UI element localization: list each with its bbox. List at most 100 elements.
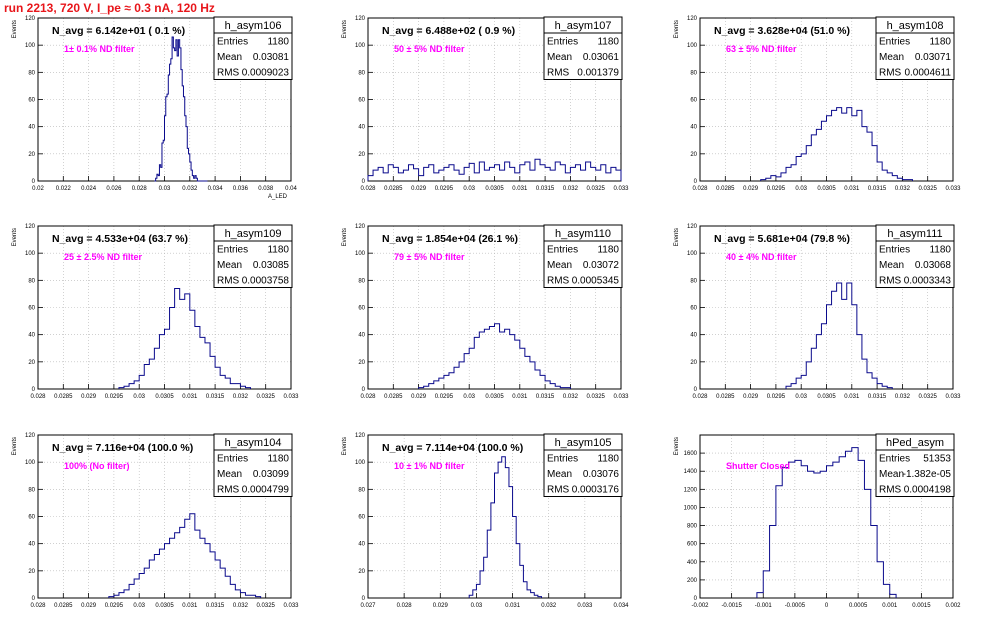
- filter-label: 63 ± 5% ND filter: [726, 44, 797, 54]
- stats-value: 1180: [267, 454, 289, 465]
- x-tick-label: 0.0295: [767, 394, 786, 400]
- x-tick-label: 0.0295: [767, 186, 786, 192]
- y-axis-title: Events: [342, 20, 348, 38]
- x-tick-label: 0.029: [81, 394, 97, 400]
- stats-label: Mean: [547, 260, 572, 271]
- y-tick-label: 100: [25, 460, 36, 466]
- y-tick-label: 60: [358, 306, 365, 312]
- stats-label: Entries: [217, 245, 248, 256]
- histogram-panel: 0.028 0.0285 0.029 0.0295 0.03 0.0305 0.031 0.0…: [342, 224, 629, 400]
- y-tick-label: 20: [358, 360, 365, 366]
- y-tick-label: 120: [25, 433, 36, 439]
- x-tick-label: 0.022: [56, 186, 72, 192]
- y-tick-label: 0: [694, 387, 698, 393]
- navg-label: N_avg = 1.854e+04 (26.1 %): [382, 233, 518, 245]
- stats-value: 1180: [597, 454, 619, 465]
- histogram-line: [760, 107, 914, 181]
- histogram-name: h_asym108: [887, 20, 944, 32]
- stats-box: [875, 16, 955, 80]
- stats-box: [213, 224, 293, 288]
- x-tick-label: 0: [825, 603, 829, 609]
- y-axis-title: Events: [342, 437, 348, 455]
- y-tick-label: 20: [28, 569, 35, 575]
- x-tick-label: 0.026: [106, 186, 122, 192]
- y-tick-label: 60: [358, 515, 365, 521]
- y-axis-title: Events: [674, 228, 680, 246]
- x-tick-label: 0.0305: [817, 186, 836, 192]
- filter-label: 25 ± 2.5% ND filter: [64, 252, 142, 262]
- x-tick-label: 0.032: [233, 394, 249, 400]
- histogram-panel: 0.028 0.0285 0.029 0.0295 0.03 0.0305 0.031 0.0…: [674, 16, 961, 192]
- stats-label: RMS: [217, 68, 240, 79]
- y-tick-label: 1400: [684, 469, 698, 475]
- stats-value: 1180: [597, 37, 619, 48]
- stats-value: 0.03099: [253, 469, 290, 480]
- stats-value: 0.0003758: [242, 276, 290, 287]
- stats-label: Entries: [879, 245, 910, 256]
- x-tick-label: 0.024: [81, 186, 97, 192]
- stats-label: Entries: [217, 37, 248, 48]
- x-tick-label: 0.0325: [919, 394, 938, 400]
- y-tick-label: 0: [362, 179, 366, 185]
- x-tick-label: 0.029: [743, 186, 759, 192]
- stats-label: Mean: [217, 260, 242, 271]
- stats-label: RMS: [547, 68, 570, 79]
- y-axis-title: Events: [674, 437, 680, 455]
- x-tick-label: 0.028: [692, 186, 708, 192]
- y-tick-label: 80: [28, 278, 35, 284]
- x-tick-label: 0.001: [882, 603, 898, 609]
- y-tick-label: 400: [687, 560, 698, 566]
- y-tick-label: 600: [687, 542, 698, 548]
- x-tick-label: 0.028: [30, 394, 46, 400]
- y-tick-label: 200: [687, 578, 698, 584]
- stats-label: RMS: [879, 68, 902, 79]
- navg-label: N_avg = 4.533e+04 (63.7 %): [52, 233, 188, 245]
- stats-label: Mean: [879, 469, 904, 480]
- x-tick-label: 0.0315: [536, 394, 555, 400]
- filter-label: 100% (No filter): [64, 461, 130, 471]
- x-tick-label: 0.0325: [587, 394, 606, 400]
- x-tick-label: 0.028: [30, 603, 46, 609]
- y-tick-label: 120: [25, 16, 36, 22]
- x-tick-label: 0.028: [132, 186, 148, 192]
- x-tick-label: 0.0305: [155, 603, 174, 609]
- stats-label: Entries: [879, 37, 910, 48]
- stats-value: 0.0009023: [242, 68, 290, 79]
- navg-label: N_avg = 3.628e+04 (51.0 %): [714, 25, 850, 37]
- y-tick-label: 120: [687, 224, 698, 230]
- x-tick-label: 0.031: [512, 394, 528, 400]
- x-tick-label: 0.032: [182, 186, 198, 192]
- x-tick-label: 0.0325: [257, 603, 276, 609]
- stats-box: [875, 224, 955, 288]
- histogram-name: h_asym107: [555, 20, 612, 32]
- stats-value: 1180: [929, 245, 951, 256]
- x-tick-label: 0.031: [182, 603, 198, 609]
- histogram-panel: 0.028 0.0285 0.029 0.0295 0.03 0.0305 0.031 0.0…: [674, 224, 961, 400]
- y-tick-label: 1600: [684, 451, 698, 457]
- x-tick-label: 0.029: [411, 186, 427, 192]
- y-tick-label: 0: [32, 179, 36, 185]
- y-tick-label: 40: [358, 542, 365, 548]
- stats-label: RMS: [547, 276, 570, 287]
- x-tick-label: 0.031: [512, 186, 528, 192]
- x-tick-label: 0.03: [133, 603, 145, 609]
- y-tick-label: 40: [28, 125, 35, 131]
- stats-box: [543, 16, 623, 80]
- x-tick-label: 0.033: [945, 186, 961, 192]
- x-tick-label: 0.027: [360, 603, 376, 609]
- x-tick-label: 0.0315: [536, 186, 555, 192]
- y-tick-label: 40: [690, 333, 697, 339]
- navg-label: N_avg = 7.114e+04 (100.0 %): [382, 442, 523, 454]
- x-tick-label: 0.0305: [817, 394, 836, 400]
- y-tick-label: 60: [28, 306, 35, 312]
- y-tick-label: 20: [28, 360, 35, 366]
- y-tick-label: 80: [28, 70, 35, 76]
- y-tick-label: 80: [358, 487, 365, 493]
- histogram-panel: 0.02 0.022 0.024 0.026 0.028 0.03 0.032 0.034 0.…: [12, 16, 297, 200]
- y-tick-label: 0: [32, 387, 36, 393]
- histogram-name: hPed_asym: [886, 437, 944, 449]
- x-tick-label: 0.0295: [435, 186, 454, 192]
- x-tick-label: 0.0315: [206, 603, 225, 609]
- y-tick-label: 100: [355, 251, 366, 257]
- run-title: run 2213, 720 V, I_pe ≈ 0.3 nA, 120 Hz: [4, 1, 215, 15]
